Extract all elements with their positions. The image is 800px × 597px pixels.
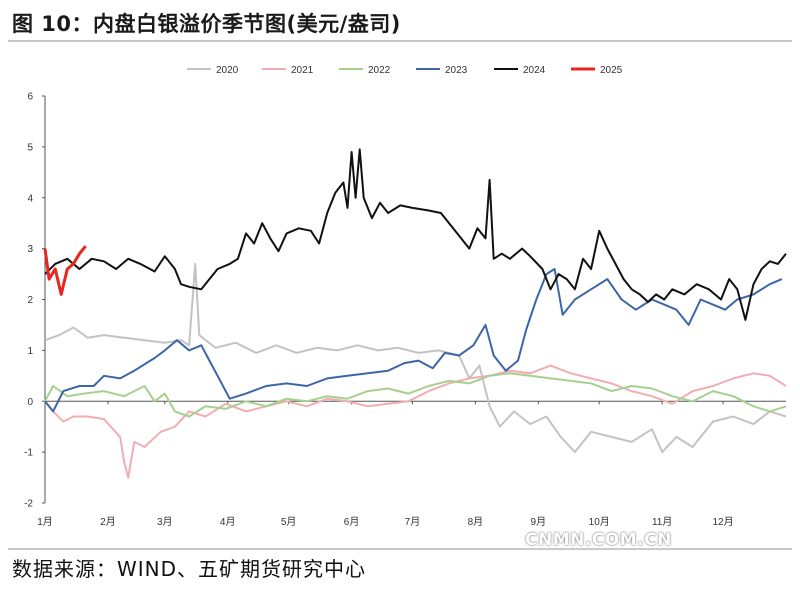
y-tick-label: 1 bbox=[27, 346, 33, 357]
x-tick-label: 3月 bbox=[157, 516, 173, 528]
y-tick-label: -1 bbox=[24, 448, 33, 459]
x-tick-label: 6月 bbox=[344, 516, 360, 528]
x-tick-label: 7月 bbox=[405, 516, 421, 528]
x-tick-label: 12月 bbox=[713, 516, 734, 528]
legend-label-2023: 2023 bbox=[445, 65, 468, 76]
x-tick-label: 8月 bbox=[468, 516, 484, 528]
series-line-2022 bbox=[44, 372, 787, 418]
y-tick-label: 6 bbox=[27, 92, 33, 103]
footer-divider bbox=[8, 548, 792, 550]
x-tick-label: 9月 bbox=[531, 516, 547, 528]
series-line-2020 bbox=[44, 262, 787, 454]
series-line-2023 bbox=[44, 268, 783, 413]
series-line-2021 bbox=[44, 364, 787, 479]
y-tick-label: 0 bbox=[27, 397, 33, 408]
y-tick-label: 5 bbox=[27, 142, 33, 153]
x-tick-label: 11月 bbox=[652, 516, 672, 528]
x-tick-label: 2月 bbox=[100, 516, 116, 528]
chart-axes: -2 -1 0 1 2 3 4 5 6 1月 2月 3月 4月 5月 6月 7月 8月 9月 10月 11月 12月 bbox=[24, 92, 786, 528]
x-tick-label: 10月 bbox=[589, 516, 610, 528]
legend-label-2022: 2022 bbox=[368, 65, 391, 76]
y-tick-label: -2 bbox=[24, 499, 33, 510]
x-tick-label: 5月 bbox=[281, 516, 297, 528]
watermark: CNMN.COM.CN bbox=[525, 530, 672, 550]
data-source: 数据来源：WIND、五矿期货研究中心 bbox=[12, 557, 367, 581]
title-divider bbox=[8, 40, 792, 42]
legend-label-2024: 2024 bbox=[523, 65, 546, 76]
chart-legend: 2020 2021 2022 2023 2024 2025 bbox=[187, 65, 623, 76]
chart-series bbox=[43, 148, 787, 479]
y-tick-label: 3 bbox=[27, 244, 33, 255]
chart-title: 图 10：内盘白银溢价季节图(美元/盎司) bbox=[12, 12, 401, 36]
x-tick-label: 4月 bbox=[220, 516, 236, 528]
legend-label-2025: 2025 bbox=[600, 65, 623, 76]
x-tick-label: 1月 bbox=[37, 516, 53, 528]
legend-label-2021: 2021 bbox=[291, 65, 314, 76]
y-tick-label: 2 bbox=[27, 295, 33, 306]
series-line-2025 bbox=[43, 245, 87, 296]
legend-label-2020: 2020 bbox=[216, 65, 239, 76]
series-line-2024 bbox=[44, 148, 787, 321]
y-tick-label: 4 bbox=[27, 193, 33, 204]
